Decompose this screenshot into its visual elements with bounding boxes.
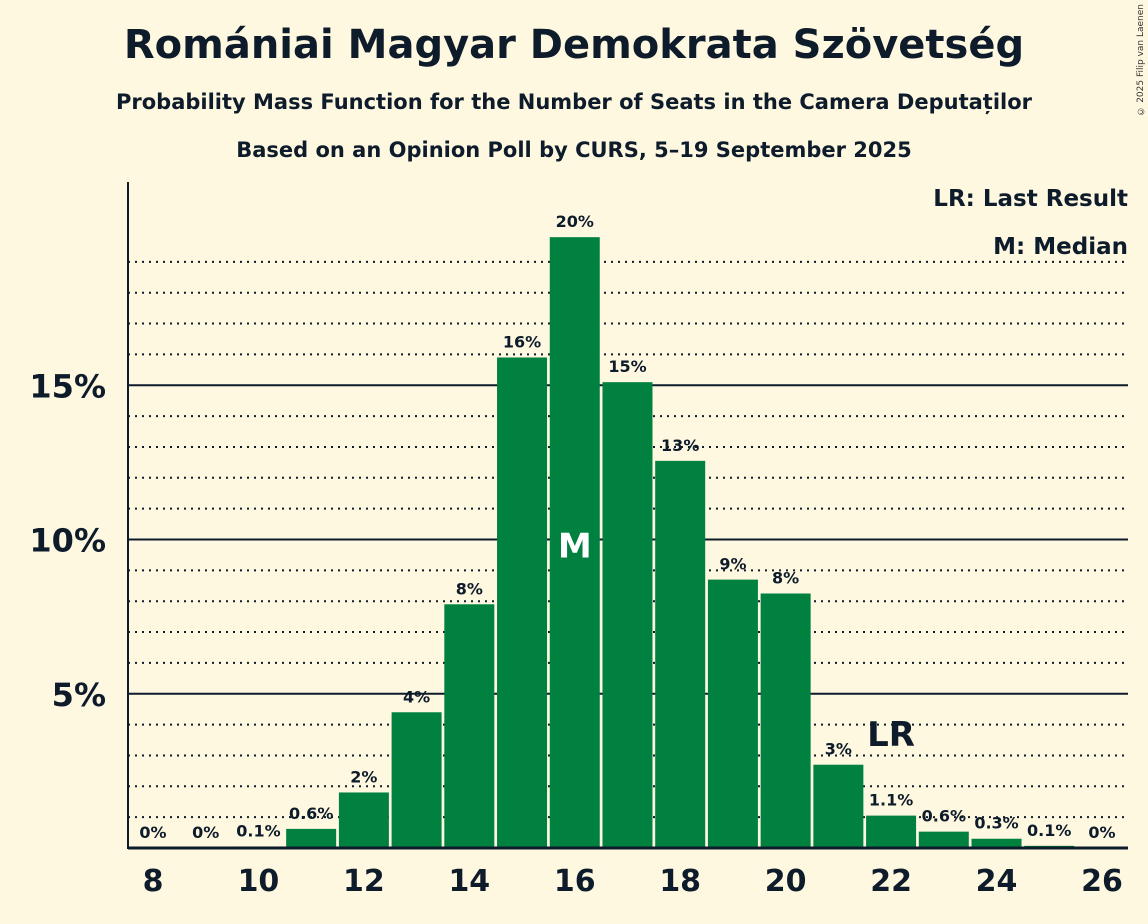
data-label: 15% xyxy=(608,357,646,376)
chart-subtitle: Probability Mass Function for the Number… xyxy=(115,90,1032,114)
x-tick-label: 8 xyxy=(143,864,164,899)
bar xyxy=(918,831,969,848)
chart-title: Romániai Magyar Demokrata Szövetség xyxy=(123,22,1025,68)
data-label: 0.6% xyxy=(289,804,333,823)
bar xyxy=(286,828,337,848)
last-result-marker: LR xyxy=(867,715,915,755)
bar xyxy=(655,460,706,848)
bar xyxy=(444,604,495,848)
legend-last-result: LR: Last Result xyxy=(933,186,1128,212)
data-label: 8% xyxy=(772,568,799,587)
x-tick-label: 20 xyxy=(765,864,807,899)
data-label: 20% xyxy=(556,212,594,231)
data-label: 8% xyxy=(456,579,483,598)
x-tick-label: 12 xyxy=(343,864,385,899)
data-label: 1.1% xyxy=(869,791,913,810)
data-label: 9% xyxy=(719,555,746,574)
data-label: 4% xyxy=(403,687,430,706)
data-label: 2% xyxy=(350,767,377,786)
x-tick-label: 14 xyxy=(448,864,490,899)
legend-median: M: Median xyxy=(993,234,1128,260)
data-label: 0.3% xyxy=(974,814,1018,833)
data-label: 0.6% xyxy=(922,807,966,826)
data-label: 0% xyxy=(1088,823,1115,842)
data-label: 13% xyxy=(661,436,699,455)
chart-subtitle-2: Based on an Opinion Poll by CURS, 5–19 S… xyxy=(236,138,912,162)
bar xyxy=(497,357,548,848)
data-label: 0.1% xyxy=(236,821,280,840)
bar xyxy=(971,838,1022,848)
data-label: 0% xyxy=(192,823,219,842)
bar xyxy=(549,237,600,849)
bar xyxy=(760,593,811,848)
x-tick-label: 10 xyxy=(238,864,280,899)
x-tick-label: 24 xyxy=(976,864,1018,899)
x-tick-label: 16 xyxy=(554,864,596,899)
bar xyxy=(338,792,389,848)
data-label: 16% xyxy=(503,332,541,351)
x-tick-label: 18 xyxy=(659,864,701,899)
bar xyxy=(391,712,442,848)
data-label: 3% xyxy=(825,740,852,759)
y-tick-label: 5% xyxy=(52,676,106,714)
bar xyxy=(866,815,917,848)
data-label: 0% xyxy=(139,823,166,842)
x-tick-label: 26 xyxy=(1081,864,1123,899)
data-label: 0.1% xyxy=(1027,821,1071,840)
bar xyxy=(707,579,758,848)
x-tick-label: 22 xyxy=(870,864,912,899)
y-tick-label: 15% xyxy=(29,367,106,405)
bar xyxy=(813,764,864,848)
bar xyxy=(602,382,653,848)
y-tick-label: 10% xyxy=(29,522,106,560)
median-marker: M xyxy=(558,527,592,567)
